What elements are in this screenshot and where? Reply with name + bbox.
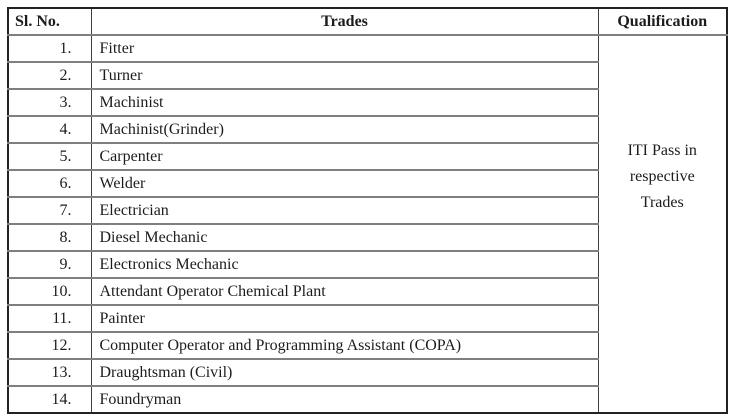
trade-cell: Carpenter — [90, 142, 598, 170]
sl-no-cell: 2. — [7, 61, 91, 89]
qualification-line: respective — [629, 168, 695, 185]
table-row: 6. Welder — [7, 169, 727, 197]
header-qualification: Qualification — [597, 8, 727, 35]
sl-no-cell: 13. — [7, 358, 91, 386]
sl-no-cell: 3. — [7, 88, 91, 116]
trade-cell: Computer Operator and Programming Assist… — [90, 331, 598, 359]
sl-no-cell: 6. — [7, 169, 91, 197]
sl-no-cell: 10. — [7, 277, 91, 305]
trade-cell: Attendant Operator Chemical Plant — [90, 277, 598, 305]
sl-no-cell: 4. — [7, 115, 91, 143]
header-row: Sl. No. Trades Qualification — [7, 8, 727, 35]
qualification-line: Trades — [640, 194, 684, 211]
qualification-line: ITI Pass in — [627, 142, 697, 159]
header-sl-no: Sl. No. — [7, 8, 91, 35]
table-row: 5. Carpenter — [7, 142, 727, 170]
table-row: 2. Turner — [7, 61, 727, 89]
table-row: 14. Foundryman — [7, 385, 727, 413]
trade-cell: Electrician — [90, 196, 598, 224]
sl-no-cell: 7. — [7, 196, 91, 224]
table-row: 3. Machinist — [7, 88, 727, 116]
sl-no-cell: 1. — [7, 34, 91, 62]
table-row: 10. Attendant Operator Chemical Plant — [7, 277, 727, 305]
header-trades: Trades — [90, 8, 598, 35]
trade-cell: Machinist(Grinder) — [90, 115, 598, 143]
table-row: 4. Machinist(Grinder) — [7, 115, 727, 143]
table-row: 12. Computer Operator and Programming As… — [7, 331, 727, 359]
trade-cell: Foundryman — [90, 385, 598, 413]
trade-cell: Draughtsman (Civil) — [90, 358, 598, 386]
trade-cell: Painter — [90, 304, 598, 332]
sl-no-cell: 12. — [7, 331, 91, 359]
sl-no-cell: 14. — [7, 385, 91, 413]
trade-cell: Fitter — [90, 34, 598, 62]
table-row: 7. Electrician — [7, 196, 727, 224]
trade-cell: Turner — [90, 61, 598, 89]
sl-no-cell: 8. — [7, 223, 91, 251]
table-row: 8. Diesel Mechanic — [7, 223, 727, 251]
table-row: 1. Fitter ITI Pass in respective Trades — [7, 34, 727, 413]
sl-no-cell: 11. — [7, 304, 91, 332]
sl-no-cell: 5. — [7, 142, 91, 170]
trade-cell: Welder — [90, 169, 598, 197]
table-row: 13. Draughtsman (Civil) — [7, 358, 727, 386]
trades-qualification-table: Sl. No. Trades Qualification 1. Fitter I… — [7, 7, 728, 414]
qualification-merged-cell: ITI Pass in respective Trades — [597, 34, 727, 413]
trade-cell: Electronics Mechanic — [90, 250, 598, 278]
table-row: 9. Electronics Mechanic — [7, 250, 727, 278]
trade-cell: Machinist — [90, 88, 598, 116]
sl-no-cell: 9. — [7, 250, 91, 278]
trade-cell: Diesel Mechanic — [90, 223, 598, 251]
table-row: 11. Painter — [7, 304, 727, 332]
